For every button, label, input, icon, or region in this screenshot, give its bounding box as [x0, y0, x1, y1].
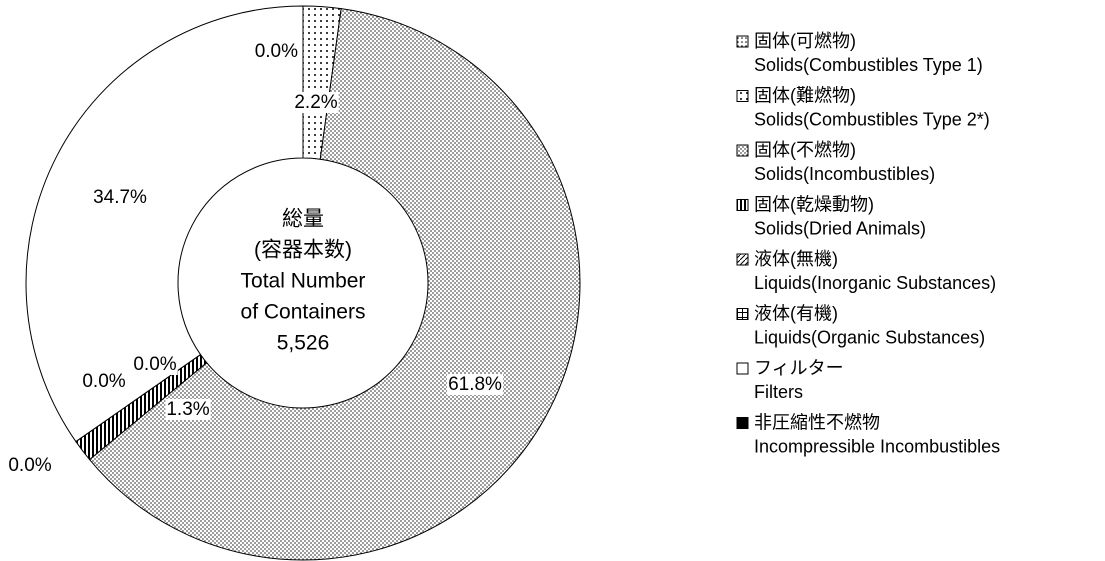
- value-label: 1.3%: [166, 399, 209, 420]
- legend-label-en: Liquids(Organic Substances): [754, 327, 985, 347]
- legend-swatch: [736, 199, 749, 211]
- legend-swatch: [736, 90, 749, 102]
- slice: [25, 5, 304, 443]
- value-label: 0.0%: [82, 371, 125, 392]
- center-label: 総量: [282, 208, 324, 231]
- legend-label: フィルター: [754, 358, 844, 378]
- value-label: 0.0%: [255, 41, 298, 62]
- label-bg: [165, 399, 211, 421]
- label-bg: [293, 92, 339, 114]
- legend-swatch: [736, 253, 749, 266]
- legend-label: 固体(乾燥動物): [754, 194, 874, 214]
- legend-swatch: [736, 144, 749, 157]
- legend-label: 非圧縮性不燃物: [754, 412, 880, 432]
- legend-swatch: [736, 362, 749, 375]
- center-total: 5,526: [277, 332, 330, 355]
- value-label: 61.8%: [448, 374, 502, 395]
- label-bg: [253, 41, 300, 63]
- legend-label-en: Solids(Incombustibles): [754, 164, 935, 184]
- legend-label-en: Incompressible Incombustibles: [754, 436, 1000, 456]
- label-bg: [81, 371, 127, 393]
- legend-label-en: Filters: [754, 382, 803, 402]
- center-label: of Containers: [241, 301, 366, 324]
- label-bg: [132, 354, 178, 376]
- legend-swatch: [736, 35, 749, 48]
- label-bg: [7, 455, 53, 477]
- legend-label: 固体(可燃物): [754, 31, 856, 51]
- slice: [88, 8, 581, 561]
- value-label: 0.0%: [133, 354, 176, 375]
- legend-swatch: [736, 308, 749, 320]
- legend-label-en: Solids(Combustibles Type 2*): [754, 109, 990, 129]
- center-label: Total Number: [241, 270, 366, 293]
- center-label: (容器本数): [254, 239, 352, 262]
- label-bg: [92, 187, 149, 209]
- value-label: 2.2%: [294, 92, 337, 113]
- legend-label: 固体(不燃物): [754, 140, 856, 160]
- legend-label-en: Solids(Combustibles Type 1): [754, 55, 983, 75]
- legend-label-en: Liquids(Inorganic Substances): [754, 273, 996, 293]
- value-label: 0.0%: [8, 455, 51, 476]
- label-bg: [447, 374, 504, 396]
- legend-label-en: Solids(Dried Animals): [754, 218, 926, 238]
- value-label: 34.7%: [93, 187, 147, 208]
- legend-label: 液体(無機): [754, 249, 838, 269]
- legend-label: 固体(難燃物): [754, 85, 856, 105]
- legend-swatch: [736, 417, 749, 429]
- legend-label: 液体(有機): [754, 303, 838, 323]
